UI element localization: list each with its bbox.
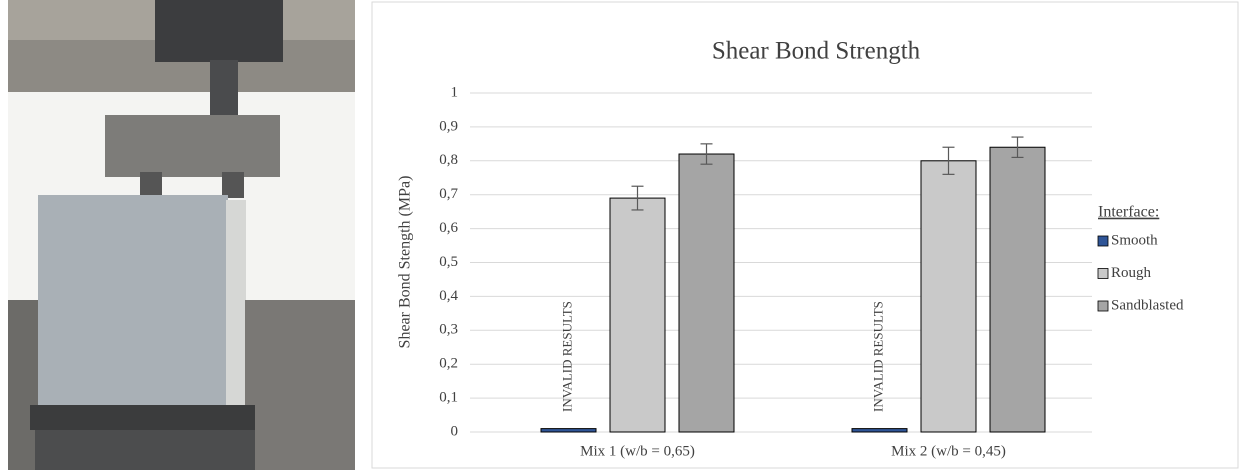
roller — [222, 172, 244, 198]
annotation: INVALID RESULTS — [559, 301, 574, 412]
cube-layer — [226, 200, 246, 407]
legend-swatch — [1098, 301, 1108, 311]
legend-title: Interface: — [1098, 204, 1159, 221]
legend-label: Sandblasted — [1111, 297, 1184, 313]
y-tick-label: 0,7 — [439, 186, 458, 202]
y-axis-title: Shear Bond Stength (MPa) — [397, 176, 414, 349]
y-tick-label: 0,8 — [439, 152, 458, 168]
bar — [990, 147, 1045, 432]
bar — [921, 161, 976, 432]
legend-swatch — [1098, 269, 1108, 279]
y-tick-label: 0,2 — [439, 356, 458, 372]
base — [35, 430, 255, 470]
page: Shear Bond Strength Shear Bond Stength (… — [0, 0, 1242, 470]
y-tick-label: 1 — [451, 84, 459, 100]
y-tick-label: 0,3 — [439, 322, 458, 338]
y-tick-label: 0 — [451, 423, 459, 439]
y-tick-label: 0,9 — [439, 118, 458, 134]
legend-label: Rough — [1111, 265, 1152, 281]
bar — [610, 198, 665, 432]
bar — [679, 154, 734, 432]
loading-beam — [105, 115, 280, 177]
roller — [140, 172, 162, 198]
y-tick-label: 0,1 — [439, 390, 458, 406]
y-tick-label: 0,6 — [439, 220, 458, 236]
hinge — [210, 60, 238, 122]
bottom-plate — [30, 405, 255, 430]
top-plate — [155, 0, 283, 62]
y-tick-label: 0,5 — [439, 254, 458, 270]
chart-title: Shear Bond Strength — [712, 38, 921, 65]
legend-swatch — [1098, 236, 1108, 246]
y-tick-label: 0,4 — [439, 288, 458, 304]
annotation: INVALID RESULTS — [870, 301, 885, 412]
specimen-photo — [8, 0, 355, 470]
bar — [541, 429, 596, 432]
x-tick-label: Mix 1 (w/b = 0,65) — [580, 443, 695, 459]
bar — [852, 429, 907, 432]
legend-label: Smooth — [1111, 232, 1158, 248]
concrete-cube — [38, 195, 228, 407]
floor-right — [245, 300, 355, 470]
x-tick-label: Mix 2 (w/b = 0,45) — [891, 443, 1006, 459]
floor-left — [8, 300, 38, 470]
